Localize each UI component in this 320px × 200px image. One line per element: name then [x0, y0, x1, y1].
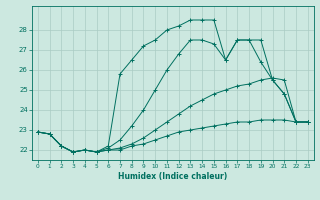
X-axis label: Humidex (Indice chaleur): Humidex (Indice chaleur) [118, 172, 228, 181]
